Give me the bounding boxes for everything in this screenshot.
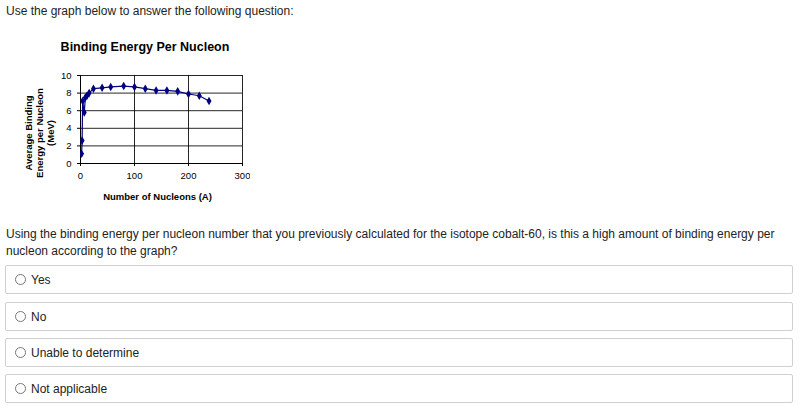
html-text:Using the binding energy per n: Using the binding energy per nucleon num… [6,227,775,258]
html-text:Not applicable: Not applicable [31,381,108,396]
html-text:Use the graph below to answer: Use the graph below to answer the follow… [6,4,294,18]
svg-text:2: 2 [66,140,71,151]
svg-text:10: 10 [61,70,72,81]
svg-text:6: 6 [66,105,71,116]
svg-text:200: 200 [181,170,197,181]
html-text:Unable to determine: Unable to determine [31,345,140,360]
svg-text:300: 300 [235,170,250,181]
html-text:Yes: Yes [31,272,51,287]
svg-text:4: 4 [66,122,71,133]
svg-text:0: 0 [78,170,83,181]
html-text:No: No [31,309,47,324]
svg-text:100: 100 [127,170,143,181]
svg-text:0: 0 [66,158,71,169]
html-text:Average Binding Energy per Nuc: Average Binding Energy per Nucleon (MeV) [22,88,56,178]
svg-text:8: 8 [66,87,71,98]
html-text:Binding Energy Per Nucleon: Binding Energy Per Nucleon [60,40,230,54]
html-text:Number of Nucleons (A): Number of Nucleons (A) [103,191,212,202]
